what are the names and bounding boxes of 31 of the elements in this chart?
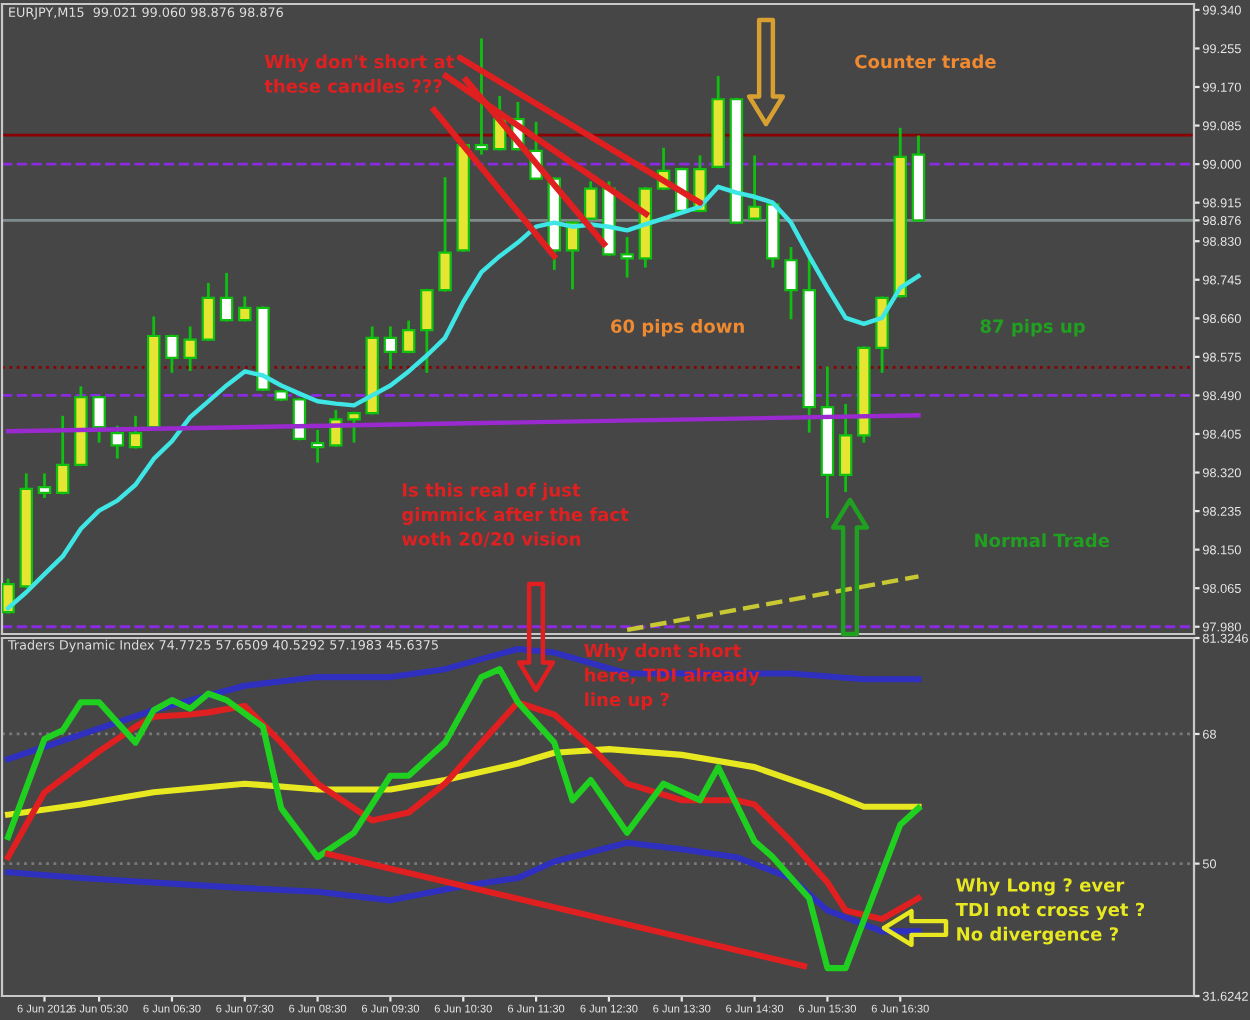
candlestick [238, 296, 252, 322]
candlestick [420, 288, 434, 373]
candlestick [201, 282, 216, 342]
candlestick [438, 177, 452, 292]
annotation: 87 pips up [980, 319, 1085, 337]
candlestick [128, 415, 143, 449]
annotation: Why don't short at these candles ??? [264, 54, 454, 93]
candlestick [583, 181, 598, 220]
candlestick [474, 38, 489, 155]
annotation: 60 pips down [611, 319, 744, 337]
line-series [5, 666, 922, 972]
candlestick [310, 429, 325, 463]
candlestick [55, 415, 70, 495]
annotation: Counter trade [855, 54, 996, 69]
candlestick [784, 247, 798, 320]
line-series [5, 746, 922, 818]
annotation: Normal Trade [975, 533, 1110, 548]
annotation: Is this real of just gimmick after the fact woth 20/20 vision [401, 482, 629, 548]
candlestick [183, 326, 197, 371]
candlestick [92, 395, 106, 443]
candlestick [219, 272, 234, 322]
candlestick [620, 237, 634, 278]
annotation: Why Long ? ever TDI not cross yet ? No divergence ? [955, 877, 1145, 945]
candlestick [383, 326, 398, 370]
candlestick [747, 155, 762, 220]
candlestick [37, 473, 52, 498]
candlestick [347, 411, 361, 443]
candlestick [838, 404, 853, 493]
candlestick [110, 425, 125, 459]
candlestick [401, 320, 416, 354]
candlestick [165, 334, 179, 373]
